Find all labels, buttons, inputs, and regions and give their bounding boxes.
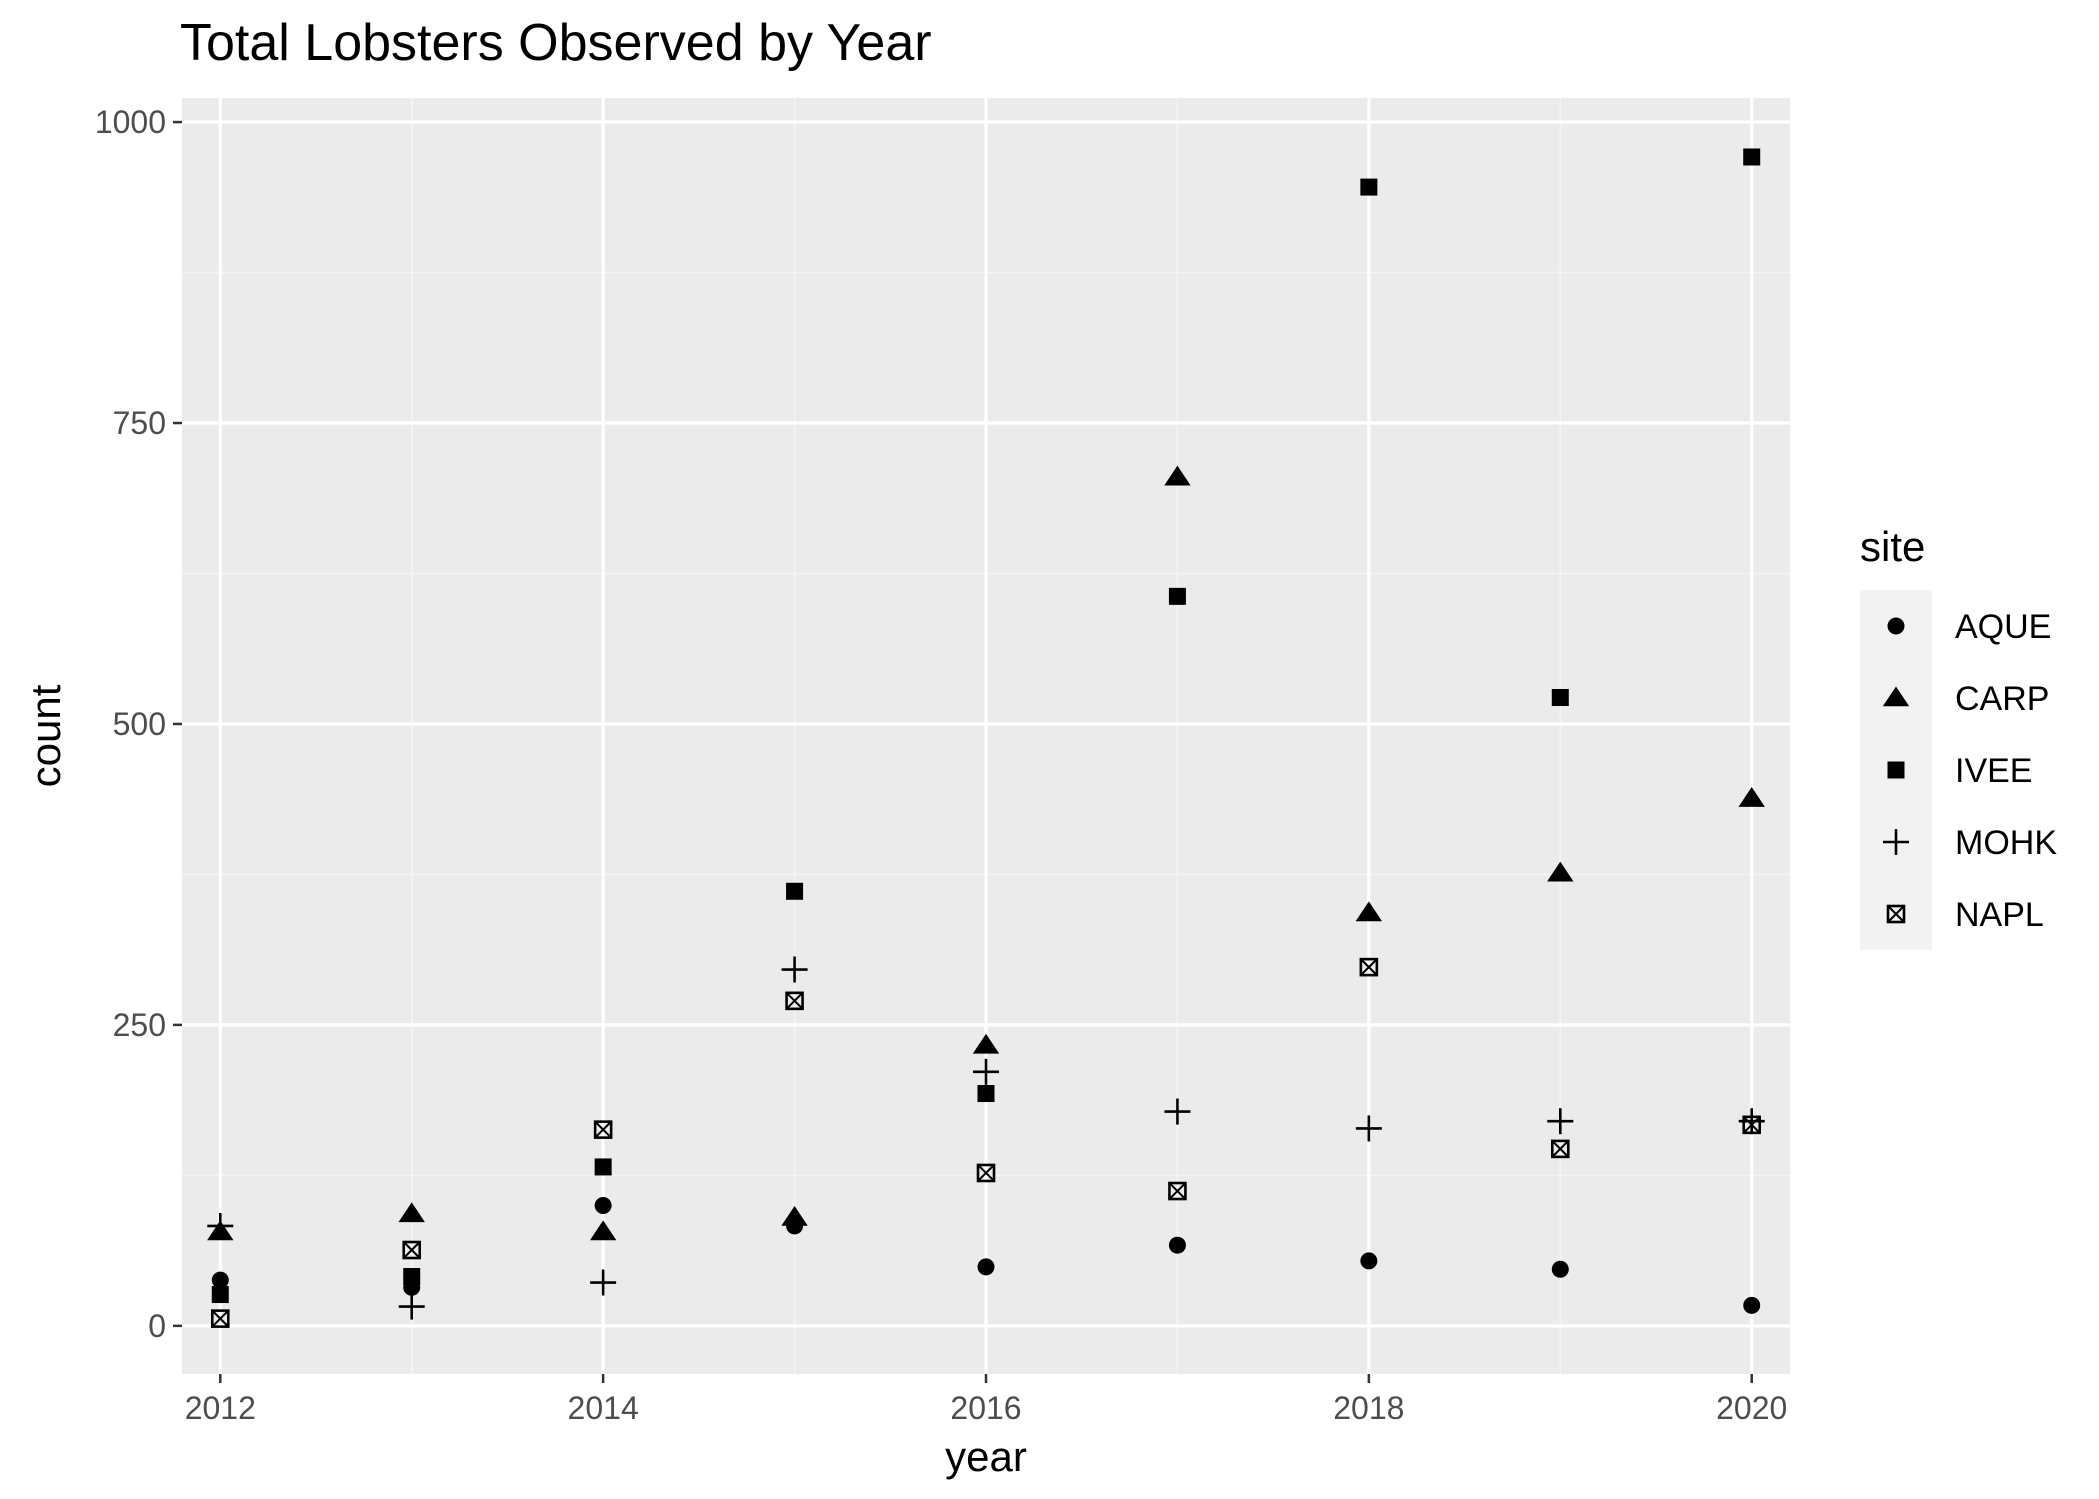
point-mohk-2017 bbox=[1164, 1098, 1191, 1125]
point-aque-2014 bbox=[594, 1196, 612, 1214]
point-napl-2014 bbox=[593, 1120, 613, 1139]
point-mohk-2014 bbox=[590, 1269, 617, 1296]
x-axis-title: year bbox=[945, 1433, 1027, 1480]
point-napl-2019 bbox=[1550, 1139, 1570, 1159]
point-napl-2018 bbox=[1359, 957, 1379, 977]
point-napl-2013 bbox=[402, 1240, 422, 1260]
point-carp-2015 bbox=[781, 1205, 808, 1226]
point-napl-2015 bbox=[785, 991, 804, 1011]
point-ivee-2016 bbox=[977, 1085, 995, 1103]
point-aque-2017 bbox=[1168, 1236, 1186, 1254]
series-ivee bbox=[211, 148, 1761, 1304]
legend-key-aque bbox=[1887, 617, 1905, 635]
legend-item-mohk: MOHK bbox=[1883, 824, 2057, 862]
grid-lines bbox=[182, 98, 1790, 1374]
x-tick-label: 2020 bbox=[1716, 1390, 1787, 1426]
y-axis: 0 250 500 750 1000 bbox=[95, 104, 182, 1344]
point-carp-2019 bbox=[1547, 861, 1574, 882]
x-tick-label: 2014 bbox=[568, 1390, 639, 1426]
point-carp-2016 bbox=[972, 1033, 1000, 1054]
series-napl bbox=[210, 957, 1762, 1328]
legend-item-carp: CARP bbox=[1882, 680, 2049, 718]
point-ivee-2018 bbox=[1360, 178, 1378, 196]
legend-label: CARP bbox=[1955, 680, 2049, 718]
point-carp-2013 bbox=[398, 1202, 425, 1223]
legend-label: NAPL bbox=[1955, 896, 2044, 934]
legend-item-aque: AQUE bbox=[1887, 608, 2051, 646]
y-tick-label: 750 bbox=[113, 405, 166, 441]
y-tick-label: 0 bbox=[148, 1308, 166, 1344]
point-mohk-2018 bbox=[1355, 1115, 1382, 1142]
point-mohk-2016 bbox=[973, 1058, 999, 1085]
point-carp-2018 bbox=[1355, 901, 1383, 922]
point-ivee-2019 bbox=[1551, 688, 1569, 706]
legend-label: IVEE bbox=[1955, 752, 2032, 790]
legend-key-mohk bbox=[1883, 829, 1909, 855]
point-aque-2019 bbox=[1551, 1260, 1569, 1278]
point-napl-2016 bbox=[976, 1163, 996, 1183]
legend-item-ivee: IVEE bbox=[1887, 752, 2032, 790]
legend-label: MOHK bbox=[1955, 824, 2057, 862]
legend-key-napl bbox=[1886, 904, 1906, 924]
point-napl-2017 bbox=[1168, 1181, 1187, 1201]
point-mohk-2015 bbox=[781, 956, 808, 983]
point-mohk-2013 bbox=[398, 1293, 425, 1320]
point-napl-2020 bbox=[1742, 1115, 1762, 1135]
point-napl-2012 bbox=[210, 1309, 230, 1328]
point-aque-2018 bbox=[1360, 1252, 1378, 1270]
point-ivee-2017 bbox=[1168, 587, 1186, 605]
data-points bbox=[207, 148, 1765, 1328]
y-tick-label: 1000 bbox=[95, 104, 166, 140]
legend-label: AQUE bbox=[1955, 608, 2051, 646]
point-mohk-2012 bbox=[207, 1212, 234, 1239]
legend-key-ivee bbox=[1887, 761, 1905, 779]
x-tick-label: 2012 bbox=[185, 1390, 256, 1426]
y-axis-title: count bbox=[22, 684, 69, 787]
point-ivee-2014 bbox=[594, 1158, 612, 1176]
x-tick-label: 2018 bbox=[1333, 1390, 1404, 1426]
point-aque-2016 bbox=[977, 1258, 995, 1276]
x-tick-label: 2016 bbox=[950, 1390, 1021, 1426]
point-aque-2012 bbox=[211, 1271, 229, 1289]
legend-key-carp bbox=[1882, 686, 1910, 707]
legend-title: site bbox=[1860, 523, 1925, 570]
y-tick-label: 500 bbox=[113, 706, 166, 742]
point-mohk-2019 bbox=[1547, 1108, 1574, 1135]
x-axis: 2012 2014 2016 2018 2020 bbox=[185, 1374, 1787, 1426]
point-carp-2020 bbox=[1738, 787, 1765, 807]
chart-title: Total Lobsters Observed by Year bbox=[180, 14, 932, 72]
point-carp-2014 bbox=[589, 1220, 617, 1241]
point-carp-2017 bbox=[1164, 465, 1191, 486]
point-ivee-2020 bbox=[1743, 148, 1761, 166]
legend-item-napl: NAPL bbox=[1886, 896, 2044, 934]
point-ivee-2015 bbox=[786, 882, 804, 900]
point-ivee-2012 bbox=[211, 1286, 229, 1304]
point-ivee-2013 bbox=[403, 1267, 421, 1285]
point-aque-2020 bbox=[1743, 1296, 1761, 1314]
legend: site AQUE CARP IVEE MOHK NAPL bbox=[1860, 523, 2057, 950]
y-tick-label: 250 bbox=[113, 1007, 166, 1043]
series-carp bbox=[207, 465, 1765, 1241]
